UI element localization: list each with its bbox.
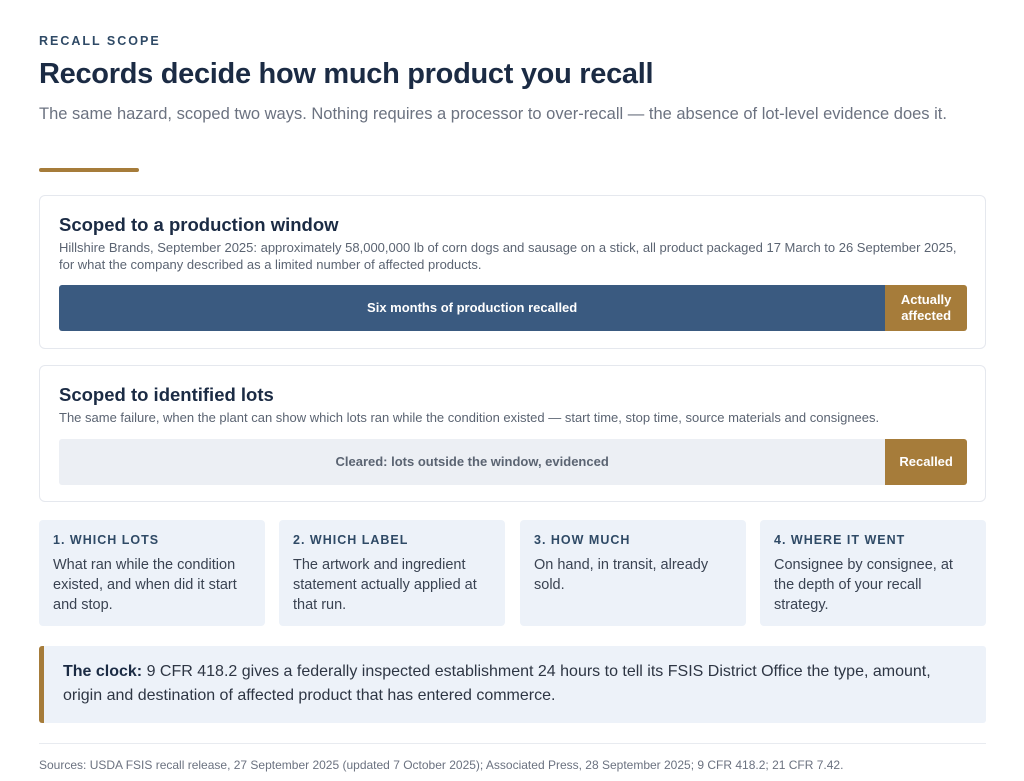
cleared-lots-segment: Cleared: lots outside the window, eviden… xyxy=(59,439,886,485)
step-heading: 2. WHICH LABEL xyxy=(293,533,409,547)
step-heading: 1. WHICH LOTS xyxy=(53,533,160,547)
eyebrow-label: RECALL SCOPE xyxy=(39,34,161,48)
actually-affected-segment: Actually affected xyxy=(885,285,967,331)
recalled-window-segment: Six months of production recalled xyxy=(59,285,886,331)
scenario-title: Scoped to identified lots xyxy=(59,384,274,405)
scope-bar: Six months of production recalled Actual… xyxy=(59,285,967,331)
step-body: The artwork and ingredient statement act… xyxy=(293,557,477,613)
step-body: On hand, in transit, already sold. xyxy=(534,557,709,593)
scenario-description: The same failure, when the plant can sho… xyxy=(59,410,880,425)
scenario-title: Scoped to a production window xyxy=(59,214,339,235)
step-body: Consignee by consignee, at the depth of … xyxy=(774,557,953,613)
actually-affected-label: Actually affected xyxy=(900,292,952,323)
page-title: Records decide how much product you reca… xyxy=(39,58,654,90)
callout-body: 9 CFR 418.2 gives a federally inspected … xyxy=(63,663,931,704)
step-where-it-went: 4. WHERE IT WENT Consignee by consignee,… xyxy=(760,520,986,626)
scope-bar: Cleared: lots outside the window, eviden… xyxy=(59,439,967,485)
step-which-lots: 1. WHICH LOTS What ran while the conditi… xyxy=(39,520,265,626)
cleared-lots-label: Cleared: lots outside the window, eviden… xyxy=(335,454,609,469)
step-heading: 4. WHERE IT WENT xyxy=(774,533,906,547)
callout-label: The clock: xyxy=(63,663,143,680)
recalled-lots-segment: Recalled xyxy=(885,439,967,485)
accent-rule xyxy=(39,168,139,172)
clock-callout: The clock: 9 CFR 418.2 gives a federally… xyxy=(39,646,986,723)
step-heading: 3. HOW MUCH xyxy=(534,533,631,547)
recalled-window-label: Six months of production recalled xyxy=(367,300,578,315)
callout-text: The clock: 9 CFR 418.2 gives a federally… xyxy=(63,660,973,708)
step-how-much: 3. HOW MUCH On hand, in transit, already… xyxy=(520,520,746,626)
recalled-lots-label: Recalled xyxy=(899,454,953,469)
scenario-description: Hillshire Brands, September 2025: approx… xyxy=(59,240,957,272)
step-which-label: 2. WHICH LABEL The artwork and ingredien… xyxy=(279,520,505,626)
page-subtitle: The same hazard, scoped two ways. Nothin… xyxy=(39,105,947,123)
records-steps: 1. WHICH LOTS What ran while the conditi… xyxy=(39,520,986,626)
sources-note: Sources: USDA FSIS recall release, 27 Se… xyxy=(39,758,844,772)
scenario-card-production-window: Scoped to a production window Hillshire … xyxy=(39,195,986,349)
step-body: What ran while the condition existed, an… xyxy=(53,557,237,613)
footer-divider xyxy=(39,743,986,744)
scenario-card-identified-lots: Scoped to identified lots The same failu… xyxy=(39,365,986,502)
